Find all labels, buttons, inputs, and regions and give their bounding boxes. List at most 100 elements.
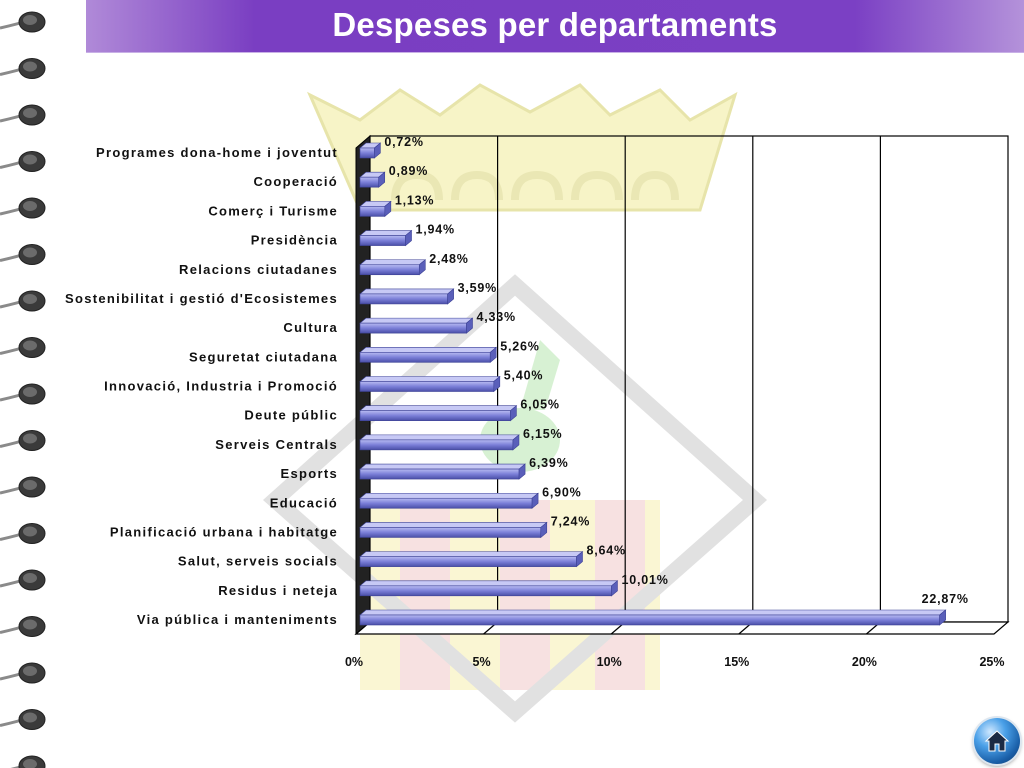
bar-top [359,434,520,441]
bar [359,405,518,422]
bar-front [359,556,577,567]
category-label: Cooperació [253,174,338,189]
bar-end [466,317,473,334]
x-tick-label: 5% [473,655,491,669]
data-label: 6,15% [523,427,562,441]
category-label: Innovació, Industria i Promoció [104,379,338,394]
bar-top [359,288,455,295]
data-label: 8,64% [586,544,625,558]
binding-ring [0,662,46,684]
title-bar: Despeses per departaments [86,0,1024,53]
binding-ring [0,569,46,591]
binding-ring [0,151,46,172]
bar-end [531,492,539,509]
category-label: Planificació urbana i habitatge [110,524,338,539]
bar-end [405,229,412,247]
bar-end [510,405,517,422]
bar-end [512,434,520,451]
bar [359,521,548,539]
bar-front [359,527,542,538]
bar [359,200,392,218]
category-label: Comerç i Turisme [208,203,338,218]
data-label: 6,90% [542,485,581,499]
home-button[interactable] [974,718,1020,764]
bar-front [359,468,520,480]
bar-end [518,463,526,480]
page-title: Despeses per departaments [332,6,778,43]
bar-end [489,346,497,363]
bar-top [359,580,619,587]
data-label: 22,87% [922,592,969,606]
binding-ring [0,476,46,498]
category-label: Programes dona-home i joventut [96,145,338,160]
category-label: Presidència [251,233,338,248]
bar-end [418,259,426,276]
bar-top [359,492,539,499]
category-label: Esports [280,466,338,481]
bar-front [359,206,386,217]
x-tick-label: 20% [852,655,877,669]
bar-front [359,235,406,246]
bar-end [374,142,381,159]
data-label: 6,39% [529,456,568,470]
bar-end [611,580,618,597]
bar [359,259,427,276]
bar-end [378,171,386,188]
bar [359,375,501,393]
binding-ring [0,523,46,544]
bar [359,550,584,568]
bar [359,346,498,363]
bar-end [939,609,946,626]
bar [359,463,526,480]
data-label: 1,94% [416,223,455,237]
bar [359,317,474,334]
binding-ring [0,616,46,637]
bar-front [359,322,467,334]
category-label: Seguretat ciutadana [189,349,338,364]
bar-front [359,410,511,421]
bar-top [359,230,413,236]
bar-front [359,585,612,597]
bar-top [359,376,501,382]
bar-end [540,521,548,539]
category-label: Residus i neteja [218,583,338,598]
data-label: 2,48% [429,252,468,266]
data-label: 5,40% [504,369,543,383]
category-label: Deute públic [244,408,338,423]
binding-ring [0,58,46,79]
bar-top [359,522,548,528]
data-label: 4,33% [477,310,516,324]
bar [359,229,413,247]
binding-ring [0,337,46,358]
category-label: Sostenibilitat i gestió d'Ecosistemes [65,291,338,306]
x-tick-label: 0% [345,655,363,669]
data-label: 1,13% [395,193,434,207]
bar-end [576,550,583,568]
bar-front [359,176,380,188]
bar-top [359,347,498,353]
data-label: 10,01% [621,573,668,587]
value-labels: 0,72% 0,89% 1,13% 1,94% 2,48% 3,59% 4,33% 5,26%… [384,135,968,606]
bar-end [384,200,392,218]
bar-front [359,439,514,451]
data-label: 0,89% [389,164,428,178]
category-label: Serveis Centrals [215,437,338,452]
binding-ring [10,755,46,768]
category-label: Cultura [283,320,338,335]
bar-top [359,405,518,411]
bar [359,142,382,159]
bar [359,288,455,305]
bar [359,580,619,597]
spiral-binding [0,11,46,768]
bar-end [447,288,454,305]
bar-front [359,293,448,305]
data-label: 6,05% [520,398,559,412]
bar-top [359,317,474,324]
category-label: Educació [270,495,338,510]
category-label: Relacions ciutadanes [179,262,338,277]
category-label: Salut, serveis socials [178,554,338,569]
bar-front [359,614,940,626]
bars-layer [359,142,947,626]
bar-top [359,463,526,470]
home-icon [984,730,1010,752]
